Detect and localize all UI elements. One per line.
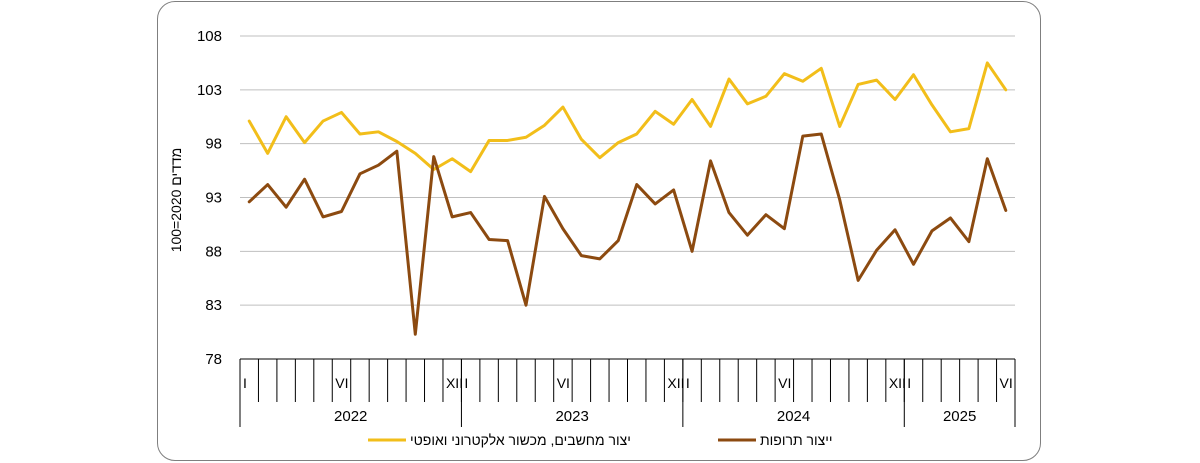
month-label: XII: [889, 375, 906, 391]
y-tick-label: 93: [205, 190, 222, 207]
month-label: I: [464, 375, 468, 391]
legend-label-pharma: ייצור תרופות: [760, 432, 833, 448]
year-label: 2025: [943, 408, 976, 425]
y-tick-label: 88: [205, 243, 222, 260]
y-tick-label: 78: [205, 351, 222, 368]
y-axis-ticks: 78 83 88 93 98 103 108: [197, 28, 222, 368]
y-tick-label: 108: [197, 28, 222, 45]
month-label: I: [907, 375, 911, 391]
month-label: I: [243, 375, 247, 391]
month-label: VI: [557, 375, 570, 391]
series-line-pharma: [247, 132, 1008, 336]
month-label: XII: [667, 375, 684, 391]
series-line-computers: [247, 61, 1008, 174]
year-label: 2024: [777, 408, 810, 425]
y-tick-label: 83: [205, 297, 222, 314]
y-tick-label: 103: [197, 82, 222, 99]
month-label: VI: [335, 375, 348, 391]
year-label: 2022: [334, 408, 367, 425]
gridlines: [240, 35, 1015, 360]
month-label: VI: [778, 375, 791, 391]
series-lines: [247, 61, 1008, 336]
year-label: 2023: [555, 408, 588, 425]
legend: יצור מחשבים, מכשור אלקטרוני ואופטי ייצור…: [368, 432, 833, 448]
month-label: XII: [446, 375, 463, 391]
legend-label-computers: יצור מחשבים, מכשור אלקטרוני ואופטי: [410, 432, 631, 448]
month-label: I: [686, 375, 690, 391]
month-label: VI: [1000, 375, 1013, 391]
y-tick-label: 98: [205, 136, 222, 153]
y-axis-label: מדדים 2020=100: [168, 148, 184, 253]
